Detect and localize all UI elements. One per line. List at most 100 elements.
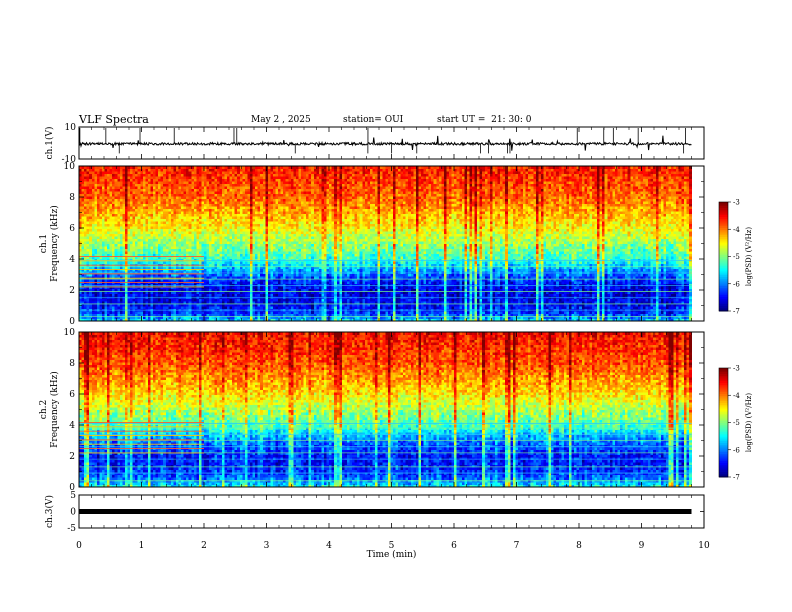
spectrogram-cell	[196, 316, 200, 320]
spectrogram-cell	[395, 316, 399, 320]
spectrogram-cell	[257, 316, 261, 320]
spectrogram-cell	[403, 318, 407, 322]
spectrogram-cell	[461, 318, 465, 322]
spectrogram-cell	[676, 318, 680, 322]
spectrogram-cell	[354, 313, 358, 317]
spectrogram-cell	[688, 313, 693, 317]
spectrogram-cell	[209, 313, 213, 317]
spectrogram-cell	[308, 316, 312, 320]
spectrogram-cell	[528, 318, 532, 322]
spectrogram-cell	[318, 313, 323, 317]
spectrogram-cell	[135, 318, 139, 322]
spectrogram-cell	[346, 316, 351, 320]
spectrogram-cell	[99, 311, 103, 315]
spectrogram-cell	[479, 313, 483, 317]
spectrogram-cell	[196, 318, 200, 322]
spectrogram-cell	[472, 313, 476, 317]
spectrogram-cell	[89, 313, 93, 317]
spectrogram-cell	[311, 313, 315, 317]
spectrogram-cell	[507, 318, 511, 322]
spectrogram-cell	[650, 316, 654, 320]
spectrogram-cell	[571, 318, 575, 322]
spectrogram-cell	[561, 313, 565, 317]
spectrogram-cell	[114, 311, 118, 315]
spectrogram-cell	[81, 311, 85, 315]
spectrogram-cell	[433, 316, 437, 320]
spectrogram-cell	[369, 313, 374, 317]
spectrogram-cell	[362, 313, 366, 317]
spectrogram-cell	[183, 318, 187, 322]
spectrogram-cell	[117, 313, 121, 317]
spectrogram-cell	[387, 316, 391, 320]
spectrogram-cell	[400, 313, 404, 317]
spectrogram-cell	[188, 316, 192, 320]
spectrogram-cell	[556, 313, 560, 317]
spectrogram-cell	[267, 318, 271, 322]
spectrogram-cell	[540, 313, 545, 317]
signal-trace	[78, 135, 692, 151]
spectrogram-cell	[84, 313, 88, 317]
spectrogram-cell	[535, 316, 539, 320]
spectrogram-cell	[640, 318, 644, 322]
spectrogram-cell	[372, 318, 376, 322]
spectrogram-cell	[390, 318, 394, 322]
spectrogram-cell	[145, 311, 149, 315]
spectrogram-cell	[119, 311, 123, 315]
spectrogram-cell	[602, 316, 606, 320]
spectrogram-cell	[372, 313, 376, 317]
spectrogram-cell	[170, 318, 175, 322]
spectrogram-cell	[303, 318, 307, 322]
spectrogram-cell	[405, 318, 409, 322]
spectrogram-cell	[107, 313, 111, 317]
spectrogram-cell	[227, 313, 231, 317]
spectrogram-cell	[278, 313, 282, 317]
spectrogram-cell	[459, 318, 463, 322]
spectrogram-cell	[183, 313, 187, 317]
spectrogram-cell	[420, 318, 425, 322]
spectrogram-cell	[311, 316, 315, 320]
spectrogram-cell	[234, 318, 238, 322]
spectrogram-cell	[334, 313, 338, 317]
spectrogram-cell	[375, 313, 379, 317]
spectrogram-cell	[186, 318, 190, 322]
spectrogram-cell	[415, 313, 420, 317]
spectrogram-cell	[214, 316, 218, 320]
spectrogram-cell	[599, 316, 603, 320]
spectrogram-cell	[673, 318, 677, 322]
spectrogram-cell	[548, 316, 552, 320]
spectrogram-cell	[405, 316, 409, 320]
spectrogram-cell	[561, 318, 565, 322]
spectrogram-cell	[257, 318, 261, 322]
spectrogram-cell	[117, 311, 121, 315]
spectrogram-cell	[663, 316, 667, 320]
spectrogram-cell	[482, 313, 486, 317]
spectrogram-cell	[193, 318, 197, 322]
spectrogram-cell	[285, 318, 289, 322]
spectrogram-cell	[581, 313, 585, 317]
spectrogram-cell	[581, 316, 585, 320]
spectrogram-cell	[563, 318, 568, 322]
spectrogram-cell	[329, 316, 333, 320]
spectrogram-cell	[438, 318, 442, 322]
spectrogram-cell	[635, 316, 639, 320]
spectrogram-cell	[290, 318, 294, 322]
spectrogram-cell	[168, 311, 172, 315]
spectrogram-cell	[142, 313, 146, 317]
spectrogram-cell	[247, 316, 251, 320]
spectrogram-cell	[272, 318, 277, 322]
spectrogram-cell	[377, 316, 381, 320]
start-time-label: start UT = 21: 30: 0	[437, 115, 532, 125]
spectrogram-cell	[198, 318, 203, 322]
spectrogram-cell	[86, 311, 90, 315]
spectrogram-cell	[117, 318, 121, 322]
spectrogram-cell	[454, 318, 458, 322]
spectrogram-cell	[533, 316, 537, 320]
spectrogram-cell	[216, 313, 220, 317]
spectrogram-cell	[107, 316, 111, 320]
spectrogram-cell	[380, 318, 384, 322]
spectrogram-cell	[530, 318, 534, 322]
spectrogram-cell	[94, 311, 98, 315]
spectrogram-cell	[89, 318, 93, 322]
spectrogram-cell	[275, 318, 279, 322]
spectrogram-cell	[469, 318, 473, 322]
